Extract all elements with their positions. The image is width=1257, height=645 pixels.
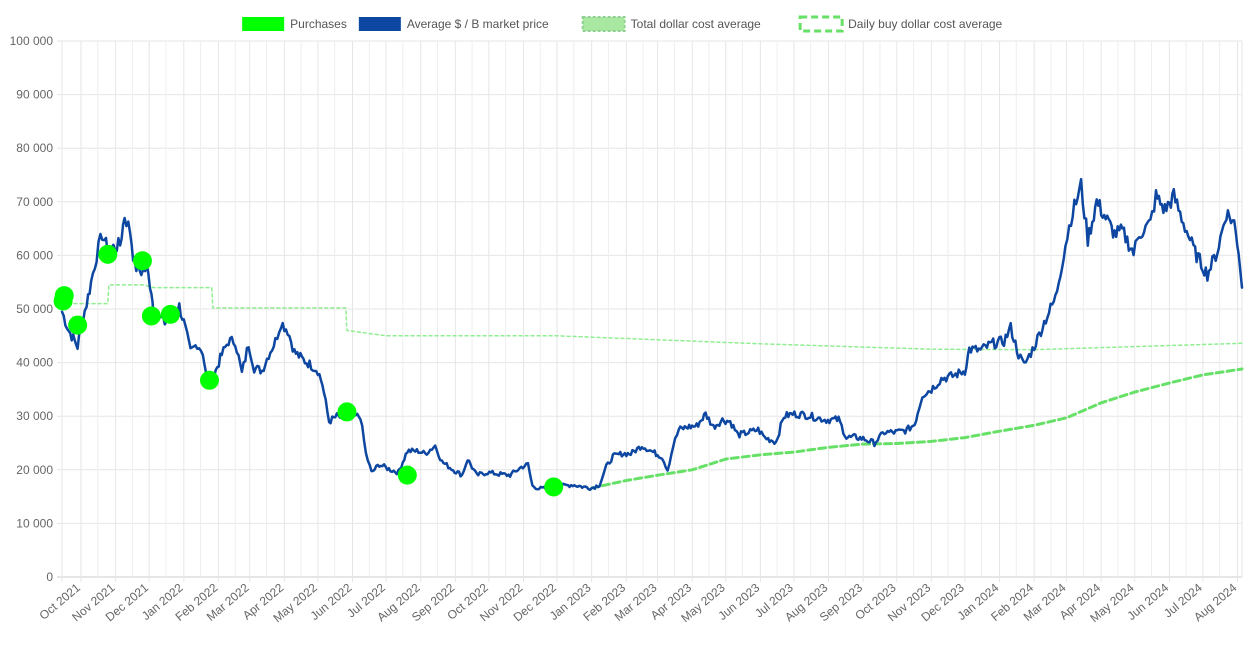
y-tick-label: 40 000 — [16, 356, 53, 370]
purchase-point — [160, 304, 180, 324]
purchase-point — [544, 477, 564, 497]
legend-item: Total dollar cost average — [581, 16, 761, 32]
purchase-point — [337, 402, 357, 422]
legend-swatch — [358, 17, 401, 31]
legend-label: Average $ / B market price — [407, 17, 549, 31]
series-line-total-dollar-cost-average — [61, 284, 1243, 351]
y-tick-label: 0 — [46, 570, 53, 584]
series-line-average-b-market-price — [60, 177, 1244, 492]
y-tick-label: 30 000 — [16, 409, 53, 423]
legend-item: Purchases — [242, 17, 347, 31]
series-line-daily-buy-dollar-cost-average — [590, 367, 1244, 490]
legend-label: Total dollar cost average — [631, 17, 761, 31]
chart-grid — [57, 40, 1243, 582]
purchase-point — [200, 370, 219, 390]
purchase-point — [132, 251, 152, 271]
legend-label: Purchases — [290, 17, 347, 31]
y-tick-label: 80 000 — [16, 141, 53, 155]
legend-swatch — [242, 17, 285, 31]
y-tick-label: 10 000 — [16, 516, 53, 530]
legend-item: Average $ / B market price — [358, 17, 549, 31]
purchase-point — [68, 315, 88, 335]
legend-swatch — [581, 16, 626, 32]
y-axis-ticks: 0 10 000 20 000 30 000 40 000 50 000 60 000 70 … — [10, 34, 54, 584]
legend-label: Daily buy dollar cost average — [848, 17, 1002, 31]
y-tick-label: 70 000 — [16, 195, 53, 209]
legend-item: Daily buy dollar cost average — [798, 15, 1003, 33]
y-tick-label: 50 000 — [16, 302, 53, 316]
chart-series — [60, 177, 1244, 492]
y-tick-label: 60 000 — [16, 248, 53, 262]
chart-legend: Purchases Average $ / B market price Total… — [242, 15, 1003, 33]
purchase-point — [53, 291, 73, 311]
y-tick-label: 90 000 — [16, 88, 53, 102]
y-tick-label: 20 000 — [16, 463, 53, 477]
purchase-point — [98, 244, 118, 264]
legend-swatch — [798, 15, 844, 33]
purchase-point — [397, 465, 417, 485]
purchase-markers — [53, 244, 564, 497]
purchase-point — [141, 306, 161, 326]
y-tick-label: 100 000 — [10, 34, 54, 48]
